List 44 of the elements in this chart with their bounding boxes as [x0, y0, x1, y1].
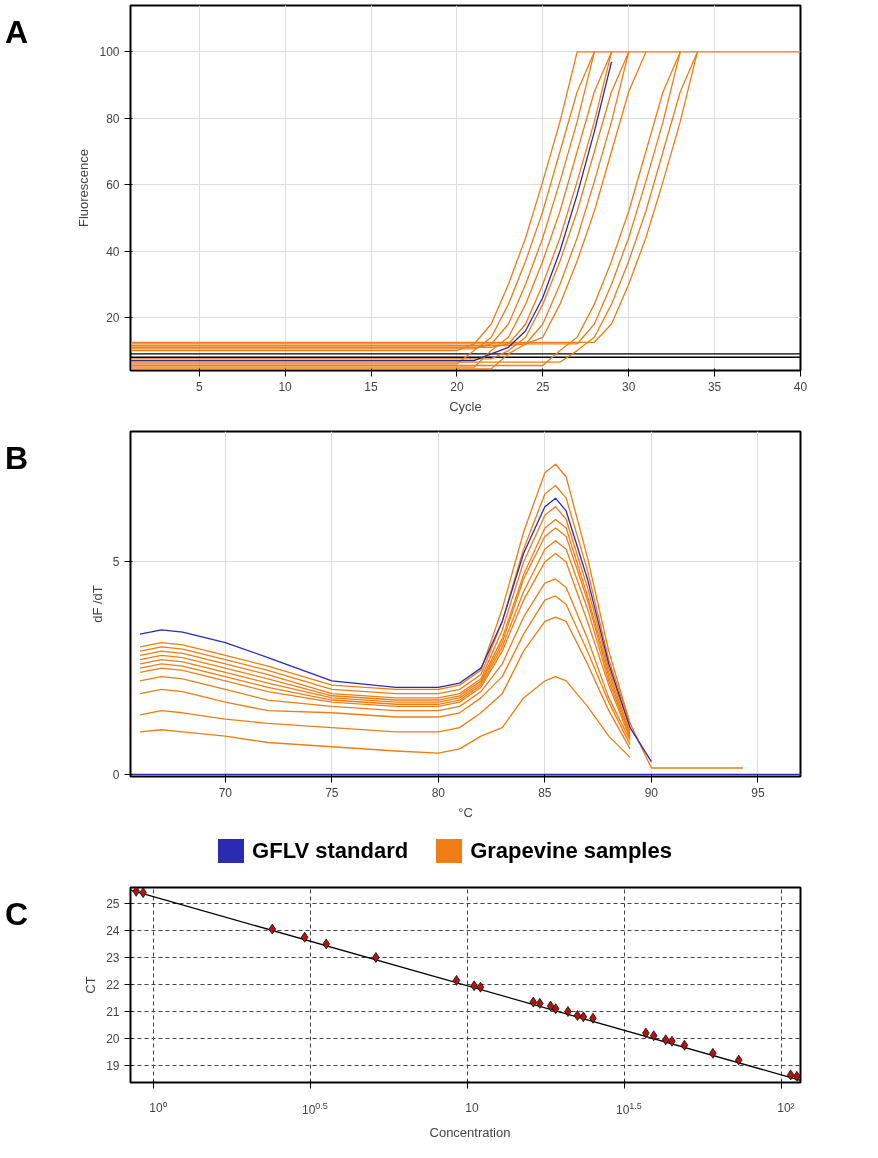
- x-tick-label: 85: [538, 785, 552, 800]
- x-tick-label: 80: [431, 785, 446, 800]
- y-tick-label: 25: [106, 897, 120, 912]
- y-tick-label: 100: [99, 45, 120, 60]
- y-tick-label: 19: [106, 1059, 120, 1074]
- y-tick-label: 40: [106, 244, 120, 259]
- x-tick-label: 10$^{1.5}$: [615, 1100, 642, 1120]
- y-tick-label: 22: [106, 978, 120, 993]
- x-tick-label: 75: [325, 785, 339, 800]
- x-tick-label: 70: [218, 785, 233, 800]
- x-tick-label: 10: [278, 379, 293, 394]
- x-tick-label: 10²: [777, 1100, 795, 1118]
- y-tick-label: 20: [106, 1032, 120, 1047]
- x-axis-title: Concentration: [429, 1124, 511, 1143]
- x-tick-label: 10$^{0.5}$: [301, 1100, 328, 1120]
- y-axis-title: CT: [83, 976, 99, 994]
- y-axis-title: dF /dT: [89, 585, 105, 623]
- text: B: [5, 439, 29, 478]
- x-tick-label: 25: [536, 379, 550, 394]
- legend-label: GFLV standard: [251, 837, 409, 865]
- x-axis-title: °C: [458, 804, 473, 820]
- y-tick-label: 60: [106, 178, 120, 193]
- y-tick-label: 5: [112, 555, 120, 570]
- legend-label: Grapevine samples: [469, 837, 672, 865]
- x-tick-label: 15: [364, 379, 379, 394]
- text: A: [5, 13, 29, 52]
- text: C: [5, 895, 29, 935]
- x-tick-label: 10⁰: [149, 1100, 167, 1118]
- y-tick-label: 21: [106, 1005, 120, 1020]
- y-tick-label: 20: [106, 310, 120, 325]
- x-tick-label: 40: [793, 379, 808, 394]
- x-tick-label: 30: [622, 379, 636, 394]
- x-tick-label: 20: [450, 379, 464, 394]
- y-tick-label: 0: [112, 767, 120, 782]
- y-tick-label: 23: [106, 951, 120, 966]
- x-tick-label: 35: [707, 379, 722, 394]
- x-tick-label: 10: [465, 1100, 479, 1118]
- y-tick-label: 80: [106, 111, 120, 126]
- x-axis-title: Cycle: [449, 398, 482, 414]
- y-axis-title: Fluorescence: [76, 148, 92, 228]
- x-tick-label: 5: [195, 379, 203, 394]
- y-tick-label: 24: [106, 924, 120, 939]
- x-tick-label: 95: [751, 785, 765, 800]
- x-tick-label: 90: [644, 785, 659, 800]
